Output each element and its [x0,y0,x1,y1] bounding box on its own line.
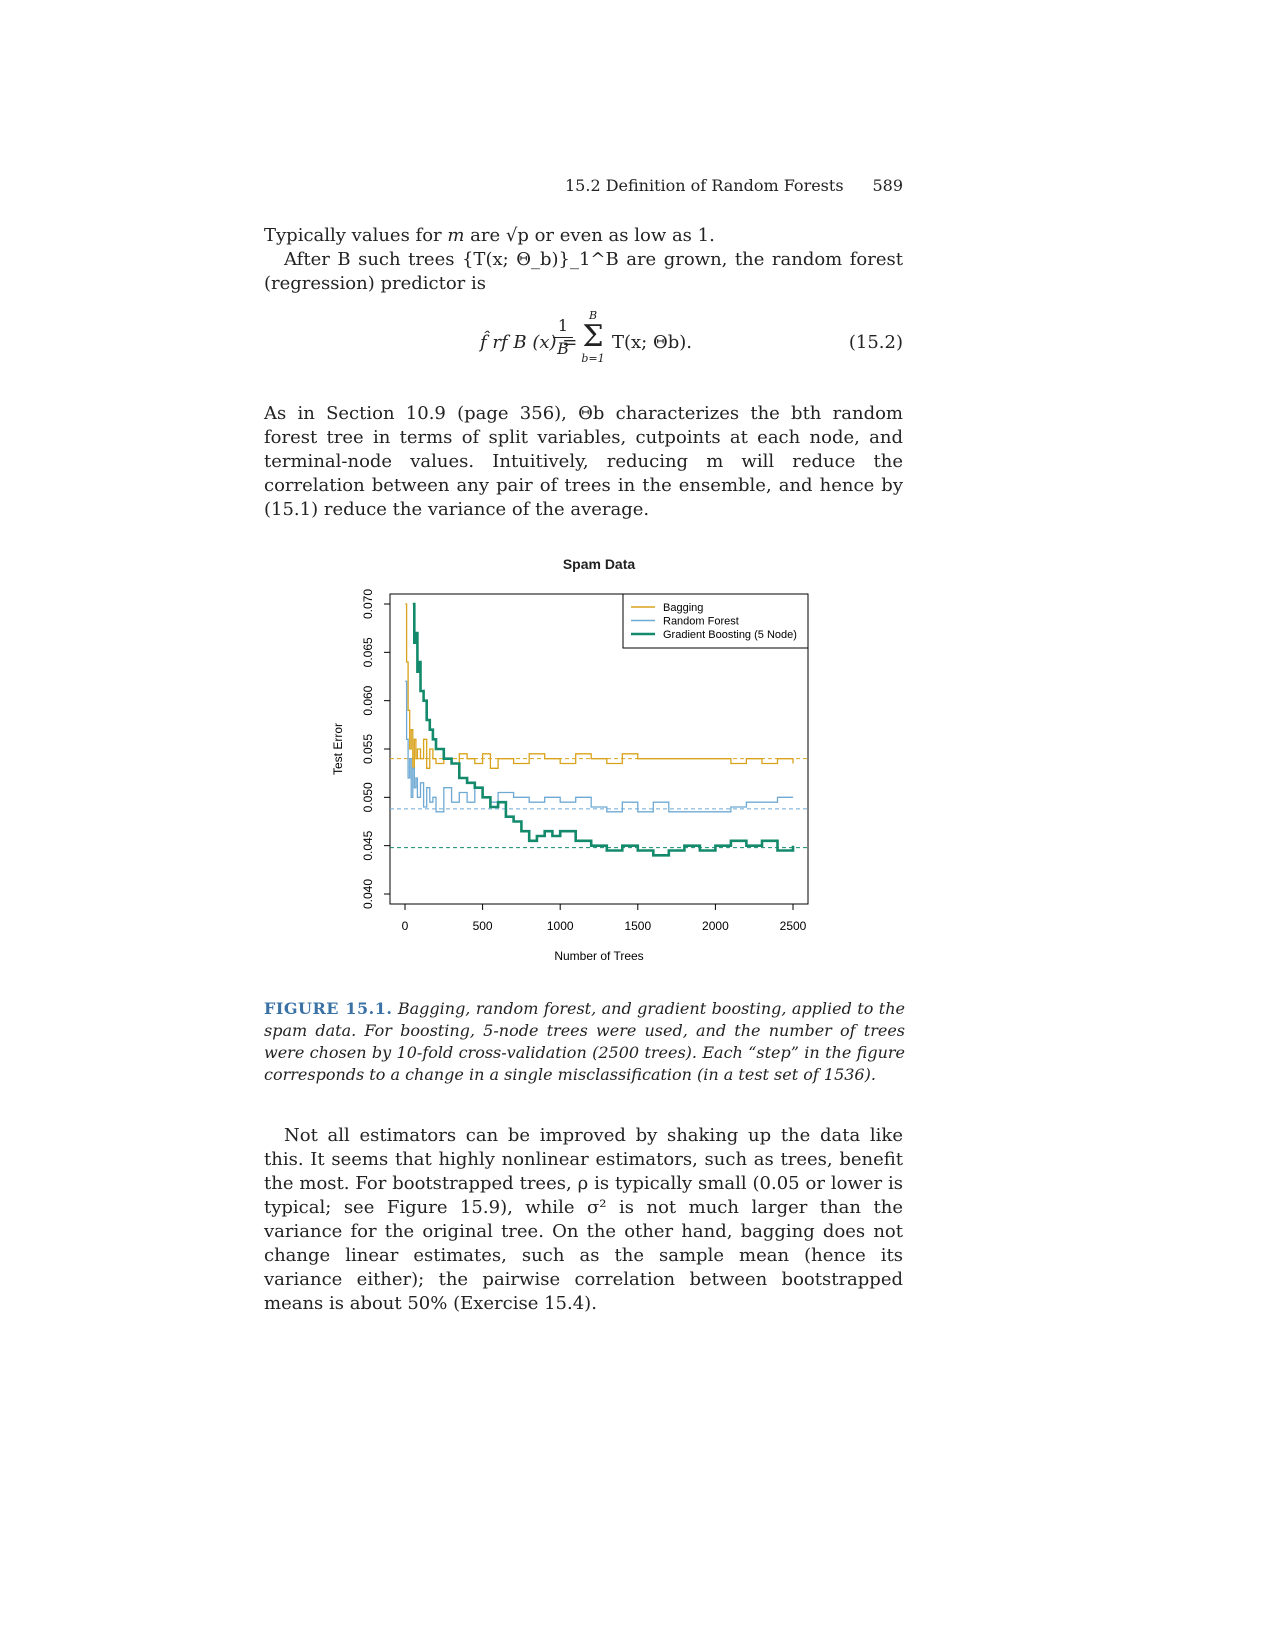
y-tick-label: 0.060 [361,685,375,715]
summation: B Σ b=1 [578,310,608,366]
paragraph-3: As in Section 10.9 (page 356), Θb charac… [264,402,903,522]
x-axis-label: Number of Trees [554,949,643,963]
section-title: 15.2 Definition of Random Forests [565,176,844,195]
para4-text: Not all estimators can be improved by sh… [264,1125,903,1314]
equation-rhs: T(x; Θb). [612,332,692,353]
page-number: 589 [872,176,903,195]
equation-fraction: 1 B [553,316,573,359]
y-axis-label: Test Error [331,723,345,775]
paragraph-1: Typically values for m are √p or even as… [264,224,903,248]
fraction-numerator: 1 [557,316,569,335]
x-tick-label: 1500 [624,919,651,933]
chart-title: Spam Data [562,556,636,572]
sigma-symbol: Σ [582,319,604,354]
caption-text: Bagging, random forest, and gradient boo… [264,999,906,1084]
running-head: 15.2 Definition of Random Forests 589 [565,176,903,198]
x-tick-label: 1000 [547,919,574,933]
paragraph-4: Not all estimators can be improved by sh… [264,1124,903,1316]
fraction-denominator: B [557,339,569,358]
x-tick-label: 0 [402,919,409,933]
var-m: m [447,225,465,246]
y-tick-label: 0.040 [361,879,375,909]
legend-label: Random Forest [663,616,739,628]
series-line-bagging [405,603,794,769]
series-line-random-forest [405,680,793,813]
y-tick-label: 0.065 [361,637,375,667]
legend-label: Gradient Boosting (5 Node) [663,629,797,641]
para1-text: Typically values for [264,225,448,246]
x-tick-label: 500 [473,919,493,933]
spam-data-chart: 0 500 1000 1500 2000 2500 0.040 0.045 0.050 0.055… [331,589,809,963]
x-tick-label: 2500 [780,919,807,933]
y-tick-label: 0.055 [361,734,375,764]
para2-text: After B such trees {T(x; Θ_b)}_1^B are g… [264,249,903,294]
equation-lhs: f̂ rf B (x) = [480,332,578,353]
x-tick-label: 2000 [702,919,729,933]
y-tick-label: 0.045 [361,830,375,860]
para1-text-b: are √p or even as low as 1. [464,225,715,246]
figure-caption: FIGURE 15.1. Bagging, random forest, and… [264,998,905,1086]
sum-upper-limit: B [588,309,598,322]
legend-label: Bagging [663,602,703,614]
para3-text: As in Section 10.9 (page 356), Θb charac… [264,403,903,520]
equation-number: (15.2) [848,332,903,353]
equation-15-2: f̂ rf B (x) = 1 B B Σ b=1 T(x; Θb). (15.… [470,310,903,380]
series-line-gradient-boosting-5-node- [412,602,795,857]
sum-lower-limit: b=1 [581,352,605,365]
figure-label: FIGURE 15.1. [264,999,393,1018]
y-tick-label: 0.050 [361,782,375,812]
paragraph-2: After B such trees {T(x; Θ_b)}_1^B are g… [264,248,903,296]
y-tick-label: 0.070 [361,589,375,619]
